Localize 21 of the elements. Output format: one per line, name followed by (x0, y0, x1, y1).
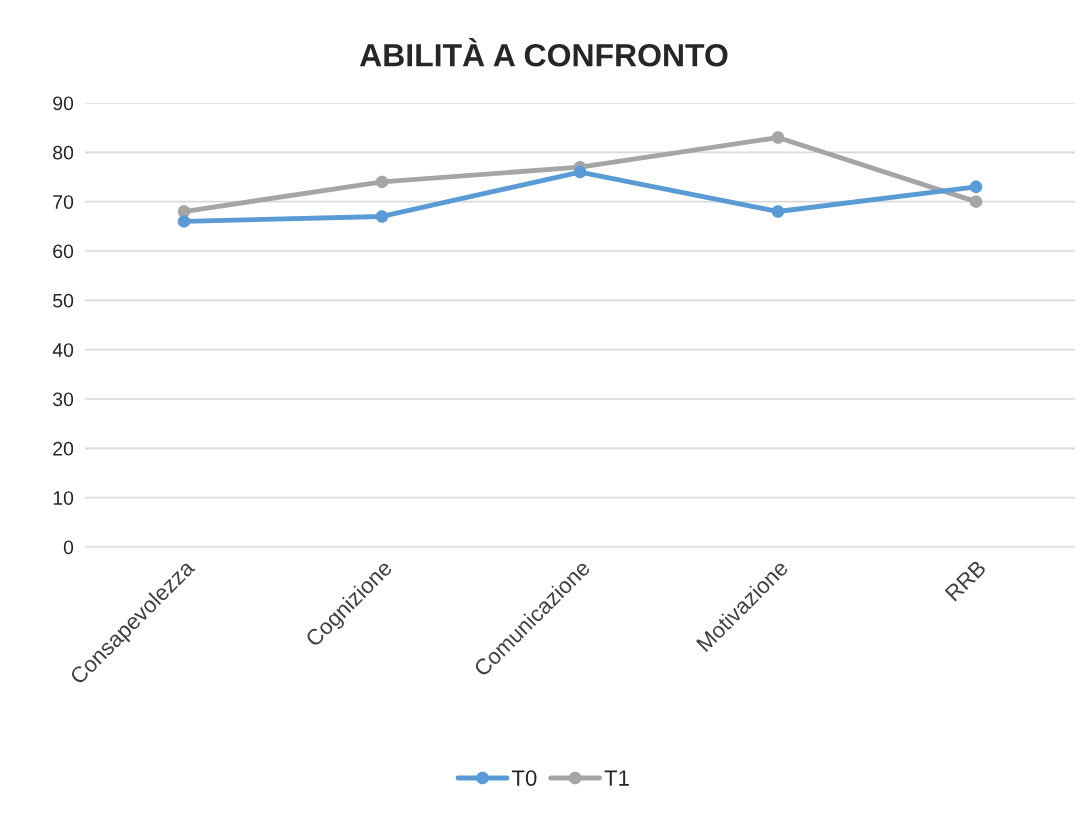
y-tick-label: 30 (53, 392, 74, 407)
point (573, 165, 587, 179)
y-tick-label: 20 (53, 441, 74, 456)
y-tick-label: 40 (52, 343, 74, 357)
point (771, 131, 785, 144)
point (771, 205, 785, 218)
y-tick-label: 10 (53, 491, 74, 505)
y-tick-label: 60 (53, 244, 74, 259)
point (375, 175, 389, 189)
point (177, 215, 191, 228)
y-tick-label: 70 (53, 195, 74, 209)
legend-label: T0 (511, 770, 537, 786)
y-tick-label: 50 (53, 293, 74, 308)
legend-label: T1 (604, 770, 629, 786)
point (375, 210, 389, 223)
point (969, 195, 983, 208)
y-tick-label: 0 (63, 540, 74, 555)
chart-title: ABILITÀ A CONFRONTO (359, 37, 728, 67)
y-tick-label: 90 (53, 96, 74, 111)
point (969, 180, 983, 194)
y-tick-label: 80 (53, 145, 74, 160)
